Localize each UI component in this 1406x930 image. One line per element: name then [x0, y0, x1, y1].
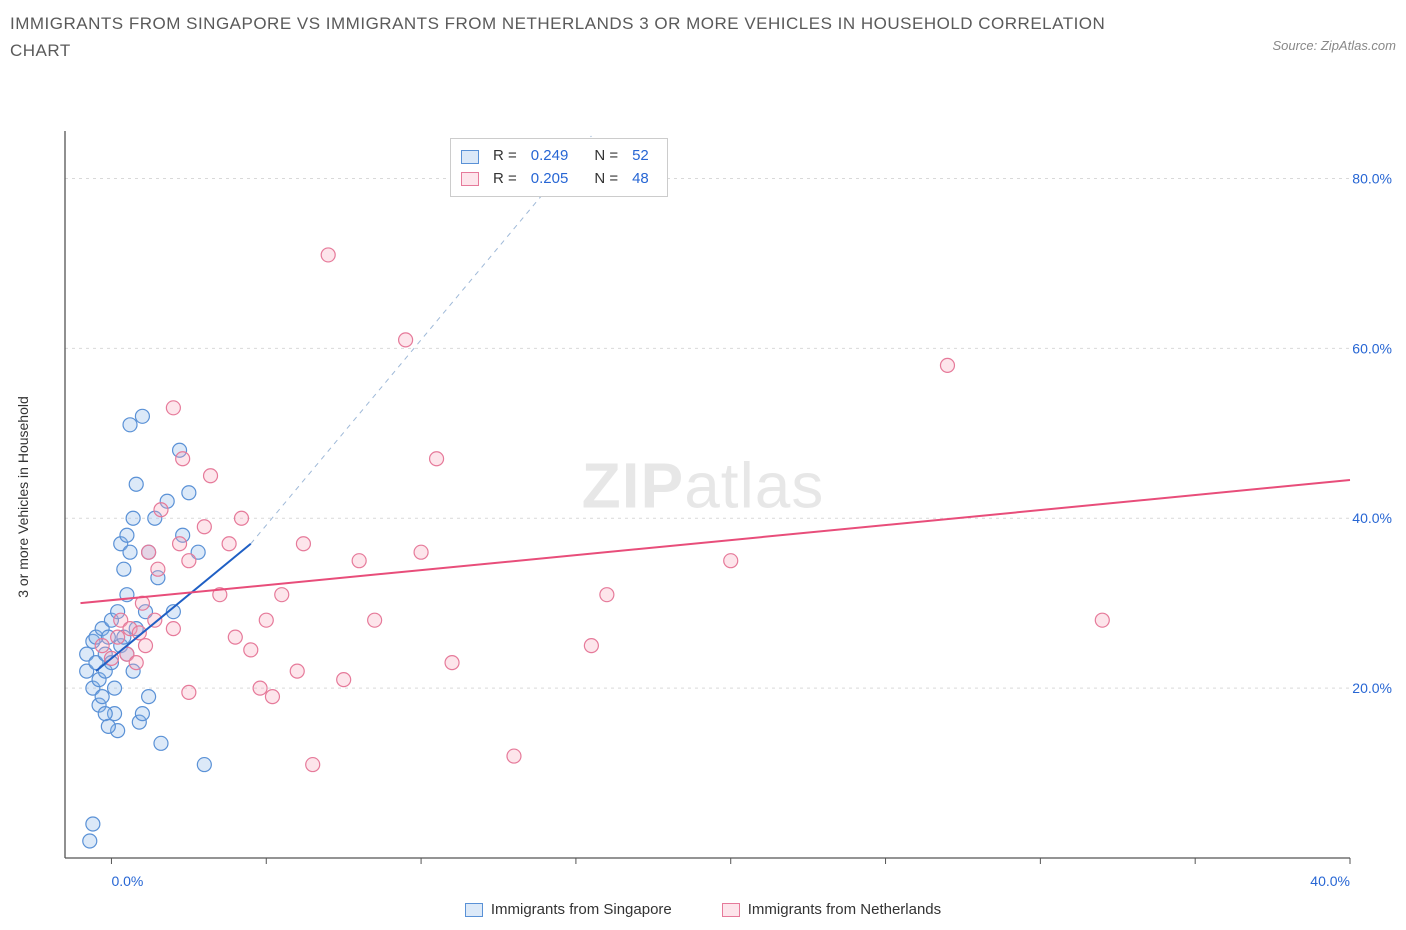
svg-text:40.0%: 40.0% [1310, 873, 1350, 889]
swatch-netherlands [722, 903, 740, 917]
swatch-singapore [465, 903, 483, 917]
source-credit: Source: ZipAtlas.com [1272, 38, 1396, 53]
svg-text:40.0%: 40.0% [1352, 511, 1392, 527]
n-label: N = [594, 145, 618, 168]
bottom-legend-label: Immigrants from Netherlands [748, 901, 941, 918]
source-name: ZipAtlas.com [1321, 38, 1396, 53]
n-label: N = [594, 168, 618, 191]
chart-title: IMMIGRANTS FROM SINGAPORE VS IMMIGRANTS … [10, 10, 1110, 64]
r-label: R = [493, 145, 517, 168]
svg-text:3 or more Vehicles in Househol: 3 or more Vehicles in Household [15, 397, 31, 599]
swatch-netherlands [461, 172, 479, 186]
stats-legend-row-singapore: R = 0.249 N = 52 [461, 145, 653, 168]
r-label: R = [493, 168, 517, 191]
scatter-chart-svg: 20.0% 40.0% 60.0% 80.0% 0.0% 40.0% 3 or more V… [10, 68, 1396, 918]
n-value-netherlands: 48 [632, 168, 649, 191]
stats-legend-row-netherlands: R = 0.205 N = 48 [461, 168, 653, 191]
source-prefix: Source: [1272, 38, 1320, 53]
bottom-legend-item-netherlands: Immigrants from Netherlands [722, 901, 941, 918]
swatch-singapore [461, 150, 479, 164]
svg-text:60.0%: 60.0% [1352, 341, 1392, 357]
svg-text:20.0%: 20.0% [1352, 680, 1392, 696]
svg-text:80.0%: 80.0% [1352, 171, 1392, 187]
n-value-singapore: 52 [632, 145, 649, 168]
bottom-legend: Immigrants from Singapore Immigrants fro… [10, 901, 1396, 918]
r-value-singapore: 0.249 [531, 145, 569, 168]
r-value-netherlands: 0.205 [531, 168, 569, 191]
svg-text:0.0%: 0.0% [111, 873, 143, 889]
chart-container: 20.0% 40.0% 60.0% 80.0% 0.0% 40.0% 3 or more V… [10, 68, 1396, 918]
bottom-legend-label: Immigrants from Singapore [491, 901, 672, 918]
stats-legend-box: R = 0.249 N = 52 R = 0.205 N = 48 [450, 138, 668, 197]
header-row: IMMIGRANTS FROM SINGAPORE VS IMMIGRANTS … [10, 10, 1396, 64]
bottom-legend-item-singapore: Immigrants from Singapore [465, 901, 672, 918]
